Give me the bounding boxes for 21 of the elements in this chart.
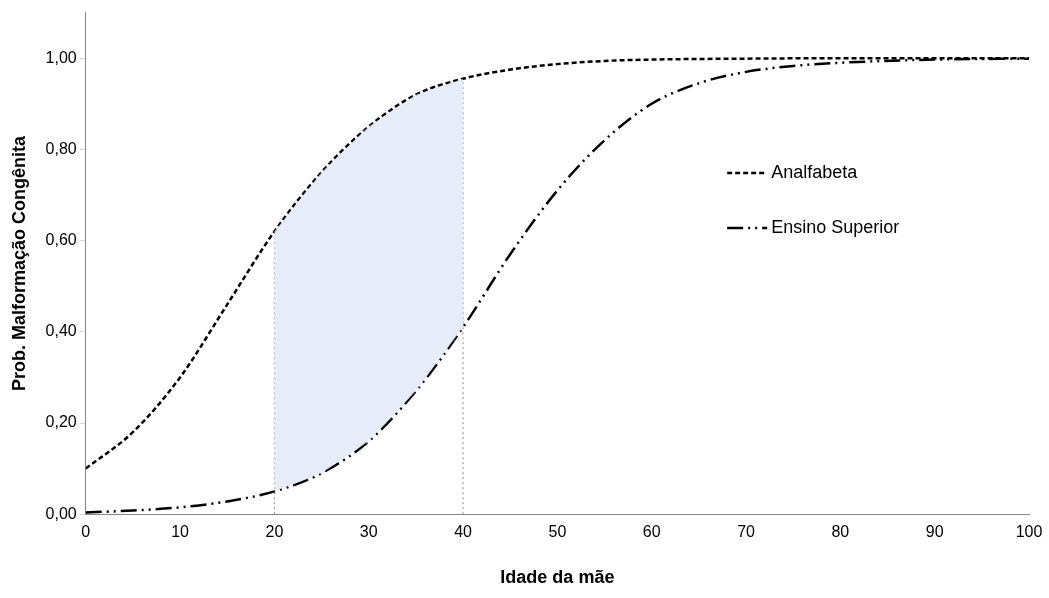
- x-tick-label: 30: [359, 523, 378, 541]
- x-tick-label: 90: [925, 523, 944, 541]
- x-tick-label: 80: [831, 523, 850, 541]
- y-tick-label: 0,80: [45, 139, 77, 157]
- x-tick-label: 70: [737, 523, 756, 541]
- y-tick-label: 0,20: [45, 413, 77, 431]
- x-tick-label: 20: [265, 523, 284, 541]
- y-tick-label: 0,00: [45, 504, 77, 522]
- x-tick-label: 100: [1015, 523, 1043, 541]
- x-tick-label: 50: [548, 523, 567, 541]
- y-axis-title: Prob. Malformação Congênita: [8, 134, 29, 391]
- x-axis-title: Idade da mãe: [500, 567, 615, 588]
- y-tick-label: 0,60: [45, 231, 77, 249]
- x-tick-label: 0: [81, 523, 91, 541]
- x-tick-label: 10: [171, 523, 190, 541]
- y-tick-label: 1,00: [45, 48, 77, 66]
- legend-label: Analfabeta: [771, 162, 859, 183]
- x-tick-label: 60: [642, 523, 661, 541]
- legend-label: Ensino Superior: [771, 217, 900, 238]
- y-tick-label: 0,40: [45, 322, 77, 340]
- x-tick-label: 40: [454, 523, 473, 541]
